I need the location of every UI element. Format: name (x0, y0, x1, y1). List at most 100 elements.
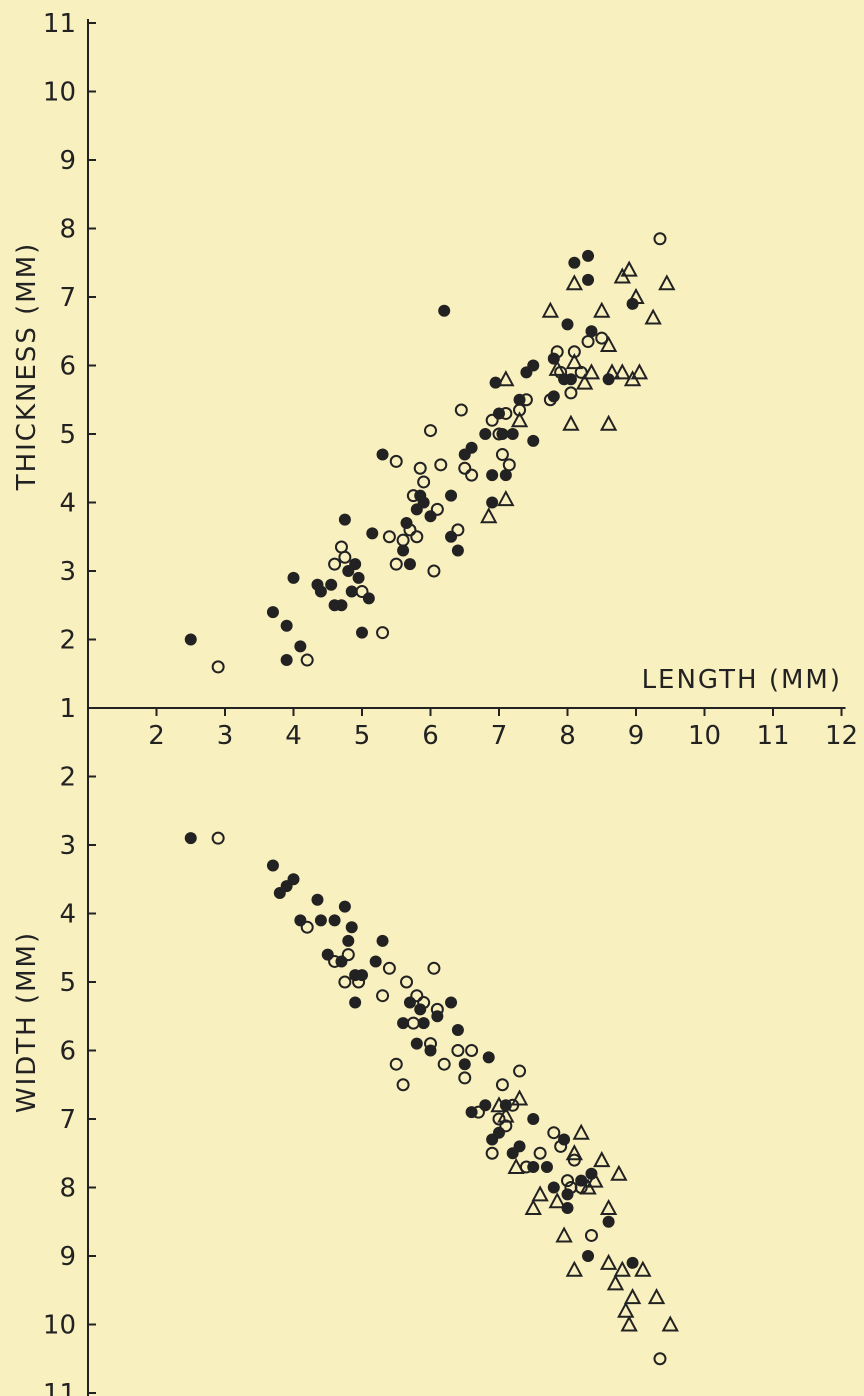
open-circle-point (400, 975, 414, 989)
x-tick-label: 8 (559, 721, 576, 751)
data-points (184, 232, 679, 1366)
filled-circle-point (403, 558, 416, 571)
filled-circle-point (496, 428, 509, 440)
open-circle-point (437, 1057, 451, 1071)
filled-circle-point (445, 996, 458, 1009)
filled-circle-point (527, 434, 540, 447)
open-triangle-point (634, 1260, 652, 1277)
filled-circle-point (335, 599, 348, 612)
open-triangle-point (582, 363, 601, 380)
filled-circle-point (458, 1058, 471, 1071)
filled-circle-point (397, 544, 410, 557)
open-circle-point (458, 461, 472, 475)
open-circle-point (300, 920, 314, 934)
y-tick-label: 8 (59, 215, 76, 245)
y-tick-label: 5 (59, 420, 76, 450)
open-circle-point (376, 626, 390, 640)
filled-circle-point (403, 996, 416, 1009)
filled-circle-point (424, 510, 437, 523)
open-triangle-point (647, 1287, 666, 1305)
filled-circle-point (328, 914, 341, 927)
filled-circle-point (338, 900, 351, 913)
filled-circle-point (314, 585, 327, 598)
filled-circle-point (417, 496, 430, 509)
filled-circle-point (356, 626, 368, 639)
open-circle-point (485, 1146, 499, 1160)
y-tick-label: 6 (59, 352, 76, 382)
open-triangle-point (575, 373, 594, 390)
open-circle-point (417, 996, 431, 1010)
filled-circle-point (294, 914, 307, 927)
filled-circle-point (352, 571, 365, 584)
open-circle-point (495, 448, 509, 462)
filled-circle-point (294, 640, 307, 653)
open-circle-point (396, 533, 410, 547)
open-circle-point (211, 660, 225, 674)
filled-circle-point (582, 1250, 595, 1262)
open-circle-point (413, 461, 427, 475)
open-circle-point (454, 403, 468, 417)
open-triangle-point (644, 308, 662, 325)
filled-circle-point (451, 544, 464, 557)
open-triangle-point (599, 335, 618, 352)
open-circle-point (492, 1112, 506, 1126)
open-circle-point (389, 1057, 403, 1071)
filled-circle-point (314, 914, 327, 927)
filled-circle-point (184, 633, 197, 646)
open-circle-point (406, 489, 420, 503)
filled-circle-point (280, 619, 293, 632)
open-circle-point (406, 1016, 420, 1030)
filled-circle-point (561, 1202, 574, 1215)
open-triangle-point (630, 363, 649, 380)
filled-circle-point (445, 489, 458, 502)
open-circle-point (403, 523, 417, 537)
filled-circle-point (376, 448, 389, 461)
open-triangle-point (620, 260, 638, 277)
filled-circle-point (585, 325, 598, 338)
filled-circle-point (626, 1256, 639, 1269)
filled-circle-point (482, 1051, 495, 1064)
filled-circle-point (547, 1181, 560, 1194)
open-triangle-point (603, 363, 621, 380)
open-circle-point (417, 475, 431, 489)
y-tick-label: 7 (59, 283, 76, 313)
open-circle-point (328, 954, 342, 968)
filled-circle-point (414, 1003, 427, 1016)
x-tick-label: 5 (354, 721, 371, 751)
filled-circle-point (287, 873, 300, 886)
filled-circle-point (561, 318, 574, 331)
open-circle-point (653, 232, 667, 246)
y-tick-label: 4 (59, 489, 76, 519)
y-tick-label: 11 (43, 9, 76, 39)
thickness-axis-title: THICKNESS (MM) (12, 242, 42, 492)
filled-circle-point (564, 373, 577, 386)
open-circle-point (211, 831, 225, 845)
open-triangle-point (606, 1274, 625, 1291)
filled-circle-point (445, 530, 458, 543)
open-triangle-point (613, 1260, 631, 1277)
filled-circle-point (369, 955, 382, 968)
filled-circle-point (397, 1017, 410, 1030)
open-triangle-point (565, 1260, 584, 1277)
open-circle-point (389, 454, 403, 468)
open-triangle-point (593, 1150, 611, 1168)
open-triangle-point (555, 1226, 573, 1243)
x-axis-title: LENGTH (MM) (642, 665, 842, 695)
y-tick-label: 6 (59, 1037, 76, 1067)
filled-circle-point (438, 304, 451, 317)
filled-circle-point (540, 1160, 553, 1173)
open-circle-point (502, 458, 516, 472)
filled-circle-point (585, 1167, 598, 1180)
open-circle-point (547, 1126, 561, 1140)
y-tick-label: 2 (59, 626, 76, 656)
open-triangle-point (510, 1089, 529, 1106)
open-circle-point (341, 948, 355, 962)
y-tick-label: 3 (59, 557, 76, 587)
open-circle-point (485, 413, 499, 427)
filled-circle-point (479, 428, 492, 440)
open-circle-point (427, 564, 441, 578)
open-triangle-point (572, 1123, 590, 1140)
x-tick-label: 4 (285, 721, 302, 751)
filled-circle-point (266, 606, 279, 619)
